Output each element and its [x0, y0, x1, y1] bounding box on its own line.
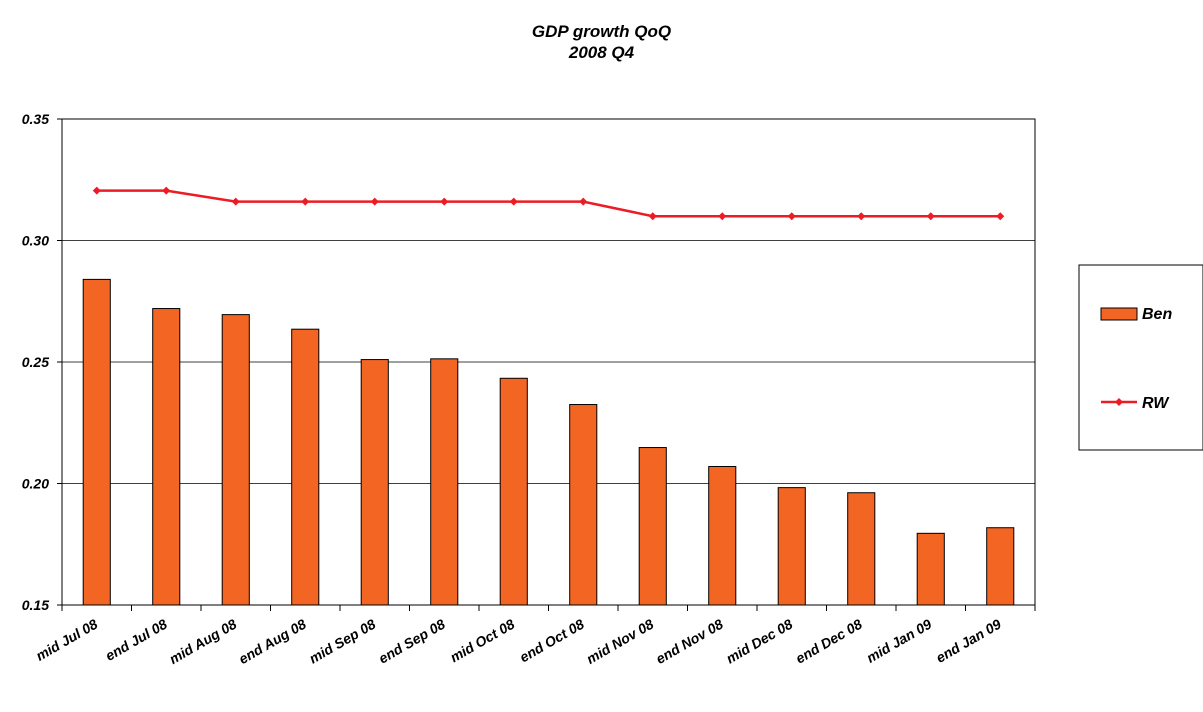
- chart-subtitle: 2008 Q4: [568, 43, 635, 62]
- x-tick-label: end Aug 08: [236, 616, 309, 667]
- point-rw: [370, 197, 379, 206]
- x-tick-label: end Dec 08: [793, 616, 865, 667]
- bar-ben: [777, 487, 806, 606]
- bar-ben: [569, 404, 598, 606]
- bar-series: [82, 278, 1015, 606]
- y-tick-label: 0.15: [22, 597, 49, 613]
- x-tick-label: mid Sep 08: [306, 616, 378, 667]
- point-rw: [301, 197, 310, 206]
- y-tick-labels: 0.15 0.20 0.25 0.30 0.35: [22, 111, 49, 613]
- x-tick-label: end Oct 08: [517, 616, 587, 666]
- bar-ben: [638, 447, 667, 606]
- legend: Ben RW: [1078, 264, 1203, 451]
- point-rw: [509, 197, 518, 206]
- point-rw: [718, 212, 727, 221]
- y-tick-label: 0.20: [22, 476, 49, 492]
- x-tick-label: mid Aug 08: [166, 616, 239, 667]
- bar-ben: [430, 358, 459, 606]
- point-rw: [162, 186, 171, 195]
- x-tick-label: mid Dec 08: [723, 616, 795, 667]
- x-tick-label: end Jan 09: [933, 616, 1004, 666]
- bar-ben: [708, 465, 737, 606]
- x-tick-label: mid Jan 09: [864, 616, 935, 666]
- point-rw: [787, 212, 796, 221]
- bar-ben: [499, 377, 528, 606]
- x-tick-label: end Nov 08: [653, 616, 726, 667]
- bar-ben: [360, 359, 389, 606]
- y-tick-label: 0.35: [22, 111, 49, 127]
- axes: [57, 118, 1036, 611]
- line-rw: [96, 189, 1001, 218]
- x-tick-label: mid Jul 08: [33, 616, 100, 664]
- bar-ben: [221, 314, 250, 606]
- bar-ben: [986, 527, 1015, 606]
- point-rw: [579, 197, 588, 206]
- bar-ben: [847, 492, 876, 606]
- bar-ben: [82, 278, 111, 606]
- legend-marker-rw: [1115, 398, 1123, 406]
- point-rw: [648, 212, 657, 221]
- point-rw: [231, 197, 240, 206]
- y-tick-label: 0.25: [22, 354, 49, 370]
- point-rw: [440, 197, 449, 206]
- point-rw: [92, 186, 101, 195]
- line-series: [92, 186, 1005, 221]
- chart-title: GDP growth QoQ: [531, 22, 672, 41]
- bar-ben: [291, 328, 320, 606]
- bar-ben: [152, 308, 181, 606]
- legend-box: [1078, 264, 1203, 451]
- bar-ben: [916, 532, 945, 606]
- x-tick-label: mid Nov 08: [584, 616, 657, 667]
- legend-label-rw: RW: [1142, 395, 1170, 412]
- y-tick-label: 0.30: [22, 233, 49, 249]
- legend-label-ben: Ben: [1142, 306, 1172, 323]
- point-rw: [926, 212, 935, 221]
- point-rw: [996, 212, 1005, 221]
- grid-lines: [62, 240, 1035, 484]
- x-tick-label: mid Oct 08: [447, 616, 517, 666]
- point-rw: [857, 212, 866, 221]
- x-tick-label: end Jul 08: [102, 616, 169, 664]
- legend-swatch-ben: [1100, 307, 1138, 321]
- x-tick-label: end Sep 08: [376, 616, 448, 667]
